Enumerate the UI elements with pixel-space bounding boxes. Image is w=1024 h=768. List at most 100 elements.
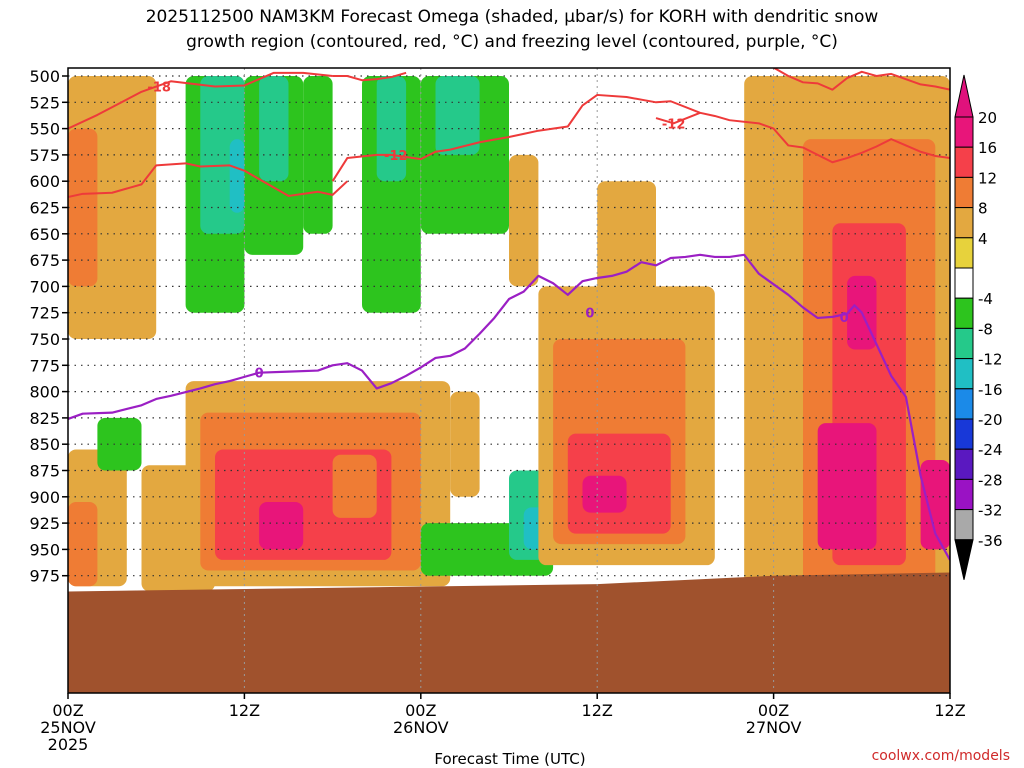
temperature-contour <box>773 68 950 91</box>
freezing-level-contour <box>68 253 950 561</box>
contours-layer <box>68 68 950 561</box>
colorbar-label: -20 <box>978 411 1003 429</box>
colorbar-bottom-arrow <box>954 539 974 580</box>
y-tick-label: 775 <box>29 356 60 375</box>
y-tick-label: 750 <box>29 330 60 349</box>
omega-cell <box>582 475 627 513</box>
colorbar-label: 4 <box>978 230 988 248</box>
temperature-contour-label: -12 <box>384 149 408 164</box>
y-tick-label: 825 <box>29 409 60 428</box>
colorbar-bin <box>954 207 974 239</box>
y-tick-label: 650 <box>29 225 60 244</box>
y-tick-label: 950 <box>29 540 60 559</box>
colorbar-label: -36 <box>978 532 1003 550</box>
omega-cell <box>68 502 98 587</box>
colorbar-label: 12 <box>978 169 997 187</box>
x-tick-label: 00Z <box>52 701 83 720</box>
colorbar-bin <box>954 388 974 420</box>
omega-cell <box>435 76 480 155</box>
temperature-contour-label: -12 <box>662 117 686 132</box>
freezing-level-label: 0 <box>255 367 264 382</box>
colorbar-label: -16 <box>978 381 1003 399</box>
colorbar-label: -28 <box>978 471 1003 489</box>
plot-frame <box>67 67 951 694</box>
omega-cell <box>332 454 377 518</box>
y-tick-label: 550 <box>29 120 60 139</box>
x-axis-label: Forecast Time (UTC) <box>434 750 585 768</box>
y-tick-label: 575 <box>29 146 60 165</box>
y-tick-label: 975 <box>29 567 60 586</box>
omega-cell <box>259 502 304 550</box>
y-tick-label: 625 <box>29 199 60 218</box>
colorbar-bin <box>954 358 974 390</box>
omega-cell <box>97 417 142 471</box>
contour-labels: -18 -12 -12 0 0 0 <box>147 81 849 382</box>
temperature-contour <box>331 93 950 182</box>
y-tick-label: 725 <box>29 304 60 323</box>
colorbar-label: -24 <box>978 441 1003 459</box>
terrain-layer <box>68 572 950 693</box>
colorbar-bin <box>954 146 974 178</box>
colorbar-label: 8 <box>978 200 988 218</box>
y-axis: 500 525 550 575 600 625 650 675 700 725 750 775 800 8… <box>29 67 68 586</box>
y-tick-label: 500 <box>29 67 60 86</box>
chart-title-line2: growth region (contoured, red, °C) and f… <box>186 32 838 52</box>
colorbar-bin <box>954 116 974 148</box>
x-tick-label: 00Z <box>758 701 789 720</box>
omega-cell <box>68 128 98 287</box>
omega-cell <box>509 154 539 287</box>
omega-cell <box>259 76 289 182</box>
colorbar-bin <box>954 448 974 480</box>
omega-cell <box>920 459 950 550</box>
temperature-contour <box>655 111 701 125</box>
colorbar-bin <box>954 418 974 450</box>
colorbar-bin <box>954 509 974 541</box>
colorbar-label: 20 <box>978 109 997 127</box>
colorbar-label: 16 <box>978 139 997 157</box>
temperature-contour <box>68 162 348 198</box>
colorbar-label: -4 <box>978 290 993 308</box>
colorbar-bin <box>954 267 974 299</box>
x-tick-label: 2025 <box>48 735 89 754</box>
colorbar-label: -32 <box>978 502 1003 520</box>
temperature-contour-label: -18 <box>147 81 171 96</box>
x-tick-label: 12Z <box>229 701 260 720</box>
chart-title-line1: 2025112500 NAM3KM Forecast Omega (shaded… <box>146 7 879 27</box>
x-tick-label: 26NOV <box>393 718 449 737</box>
temperature-contour <box>68 71 333 130</box>
y-tick-label: 875 <box>29 462 60 481</box>
colorbar: 20 16 12 8 4 -4 -8 -12 -16 -20 -24 -28 -32 -36 <box>954 74 1003 580</box>
y-tick-label: 800 <box>29 383 60 402</box>
y-tick-label: 675 <box>29 251 60 270</box>
y-tick-label: 925 <box>29 514 60 533</box>
x-tick-label: 00Z <box>405 701 436 720</box>
y-tick-label: 600 <box>29 172 60 191</box>
omega-cell <box>817 423 877 550</box>
freezing-level-label: 0 <box>840 311 849 326</box>
colorbar-bin <box>954 297 974 329</box>
colorbar-label: -12 <box>978 351 1003 369</box>
colorbar-top-arrow <box>954 74 974 118</box>
colorbar-bin <box>954 237 974 269</box>
colorbar-bin <box>954 478 974 511</box>
terrain <box>68 572 950 693</box>
y-tick-label: 700 <box>29 277 60 296</box>
freezing-level-label: 0 <box>585 307 594 322</box>
colorbar-label: -8 <box>978 320 993 338</box>
omega-shading <box>68 76 950 592</box>
x-tick-label: 12Z <box>582 701 613 720</box>
y-tick-label: 900 <box>29 488 60 507</box>
colorbar-bin <box>954 327 974 360</box>
x-tick-label: 25NOV <box>40 718 96 737</box>
credit-text: coolwx.com/models <box>872 748 1010 764</box>
y-tick-label: 525 <box>29 93 60 112</box>
y-tick-label: 850 <box>29 435 60 454</box>
omega-cell <box>597 181 656 313</box>
omega-cell <box>303 76 333 234</box>
temperature-contour <box>332 71 407 82</box>
x-tick-label: 12Z <box>934 701 965 720</box>
omega-cell <box>229 139 245 213</box>
colorbar-bin <box>954 176 974 209</box>
